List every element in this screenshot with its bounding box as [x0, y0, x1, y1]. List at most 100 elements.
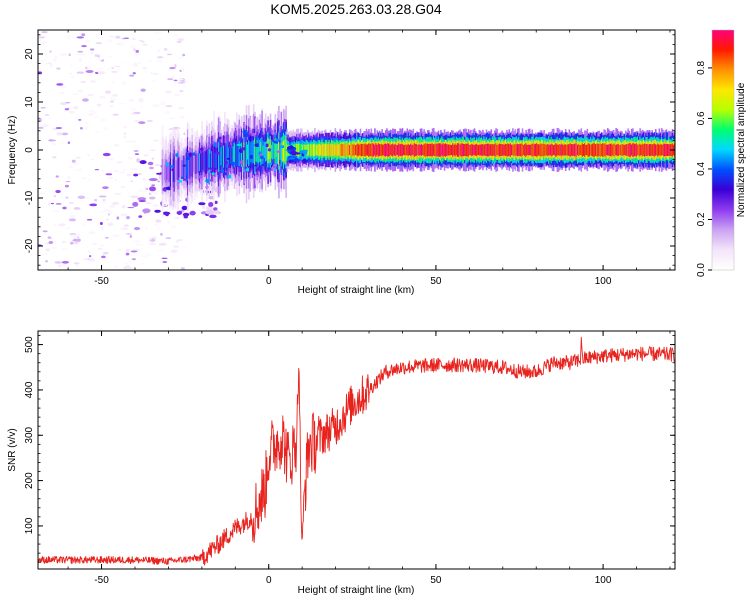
noise-blob	[209, 214, 217, 219]
signal-cell	[353, 144, 356, 156]
noise-blob	[176, 78, 184, 81]
colorbar-tick-label: 0.6	[696, 111, 707, 125]
noise-blob	[173, 79, 178, 82]
noise-blob	[137, 189, 144, 193]
signal-cell	[524, 144, 526, 156]
noise-blob	[76, 36, 84, 39]
signal-cell	[666, 143, 669, 157]
noise-blob	[88, 250, 91, 253]
colorbar-segment	[712, 176, 734, 179]
signal-cell	[314, 143, 316, 157]
signal-cell	[412, 144, 415, 156]
noise-blob	[198, 202, 206, 206]
signal-cell	[348, 144, 351, 156]
signal-cell	[357, 143, 359, 157]
signal-cell	[161, 158, 164, 186]
noise-blob	[157, 180, 160, 183]
noise-blob	[150, 72, 153, 74]
noise-blob	[177, 106, 184, 110]
noise-blob	[86, 218, 93, 221]
signal-cell	[568, 143, 571, 157]
signal-cell	[358, 144, 361, 156]
signal-cell	[351, 143, 353, 157]
colorbar-segment	[712, 60, 734, 63]
noise-blob	[149, 166, 154, 170]
signal-cell	[516, 143, 519, 157]
signal-cell	[224, 142, 226, 173]
signal-cell	[617, 144, 620, 156]
signal-cell	[561, 143, 563, 157]
signal-cell	[411, 144, 413, 156]
signal-cell	[394, 143, 397, 157]
colorbar-tick-label: 0.2	[696, 212, 707, 226]
noise-blob	[80, 80, 87, 84]
signal-cell	[372, 143, 375, 157]
signal-cell	[426, 143, 429, 157]
noise-blob	[157, 49, 161, 52]
noise-blob	[131, 112, 138, 115]
noise-blob	[113, 265, 119, 268]
signal-cell	[620, 144, 622, 156]
colorbar-segment	[712, 126, 734, 129]
noise-blob	[112, 113, 119, 116]
colorbar-segment	[712, 156, 734, 159]
colorbar-segment	[712, 50, 734, 53]
noise-blob	[173, 34, 179, 37]
noise-blob	[94, 54, 98, 57]
signal-cell	[556, 144, 559, 156]
noise-blob	[128, 258, 132, 261]
signal-cell	[340, 143, 343, 157]
chart-title: KOM5.2025.263.03.28.G04	[270, 1, 441, 17]
signal-cell	[254, 138, 256, 166]
signal-cell	[258, 140, 261, 162]
noise-blob	[119, 42, 126, 46]
spectrogram-x-tick-label: 50	[430, 276, 442, 287]
noise-blob	[68, 53, 71, 57]
signal-cell	[435, 143, 437, 157]
noise-blob	[134, 153, 140, 155]
signal-cell	[275, 142, 278, 158]
signal-cell	[245, 141, 248, 167]
signal-cell	[518, 144, 520, 156]
spectrogram-y-tick-label: 0	[24, 147, 35, 153]
signal-cell	[621, 144, 623, 156]
noise-blob	[175, 251, 179, 253]
signal-cell	[642, 144, 645, 156]
noise-blob	[69, 233, 77, 235]
signal-cell	[388, 143, 391, 157]
noise-blob	[168, 69, 172, 71]
colorbar-segment	[712, 148, 734, 151]
noise-blob	[149, 196, 156, 200]
signal-cell	[238, 140, 241, 166]
snr-plot-background	[38, 331, 675, 569]
signal-speckle	[223, 172, 228, 176]
noise-blob	[71, 93, 79, 96]
noise-blob	[65, 35, 72, 38]
noise-blob	[111, 67, 115, 69]
noise-blob	[114, 65, 121, 68]
noise-blob	[140, 106, 143, 108]
noise-blob	[120, 185, 126, 189]
signal-cell	[638, 144, 640, 156]
signal-cell	[213, 145, 215, 175]
signal-cell	[410, 143, 412, 157]
signal-cell	[641, 143, 644, 157]
signal-cell	[170, 158, 172, 187]
noise-blob	[137, 62, 143, 64]
noise-blob	[82, 258, 89, 261]
colorbar-segment	[712, 178, 734, 181]
colorbar-segment	[712, 106, 734, 109]
signal-cell	[230, 146, 232, 164]
signal-cell	[503, 144, 506, 156]
signal-cell	[636, 144, 639, 156]
snr-x-tick-label: 50	[430, 575, 442, 586]
noise-blob	[107, 100, 111, 104]
colorbar-segment	[712, 124, 734, 127]
noise-blob	[170, 225, 176, 228]
noise-blob	[178, 57, 182, 59]
noise-blob	[181, 205, 188, 211]
signal-cell	[383, 143, 386, 157]
colorbar-segment	[712, 206, 734, 209]
colorbar-segment	[712, 128, 734, 131]
noise-blob	[180, 68, 185, 72]
